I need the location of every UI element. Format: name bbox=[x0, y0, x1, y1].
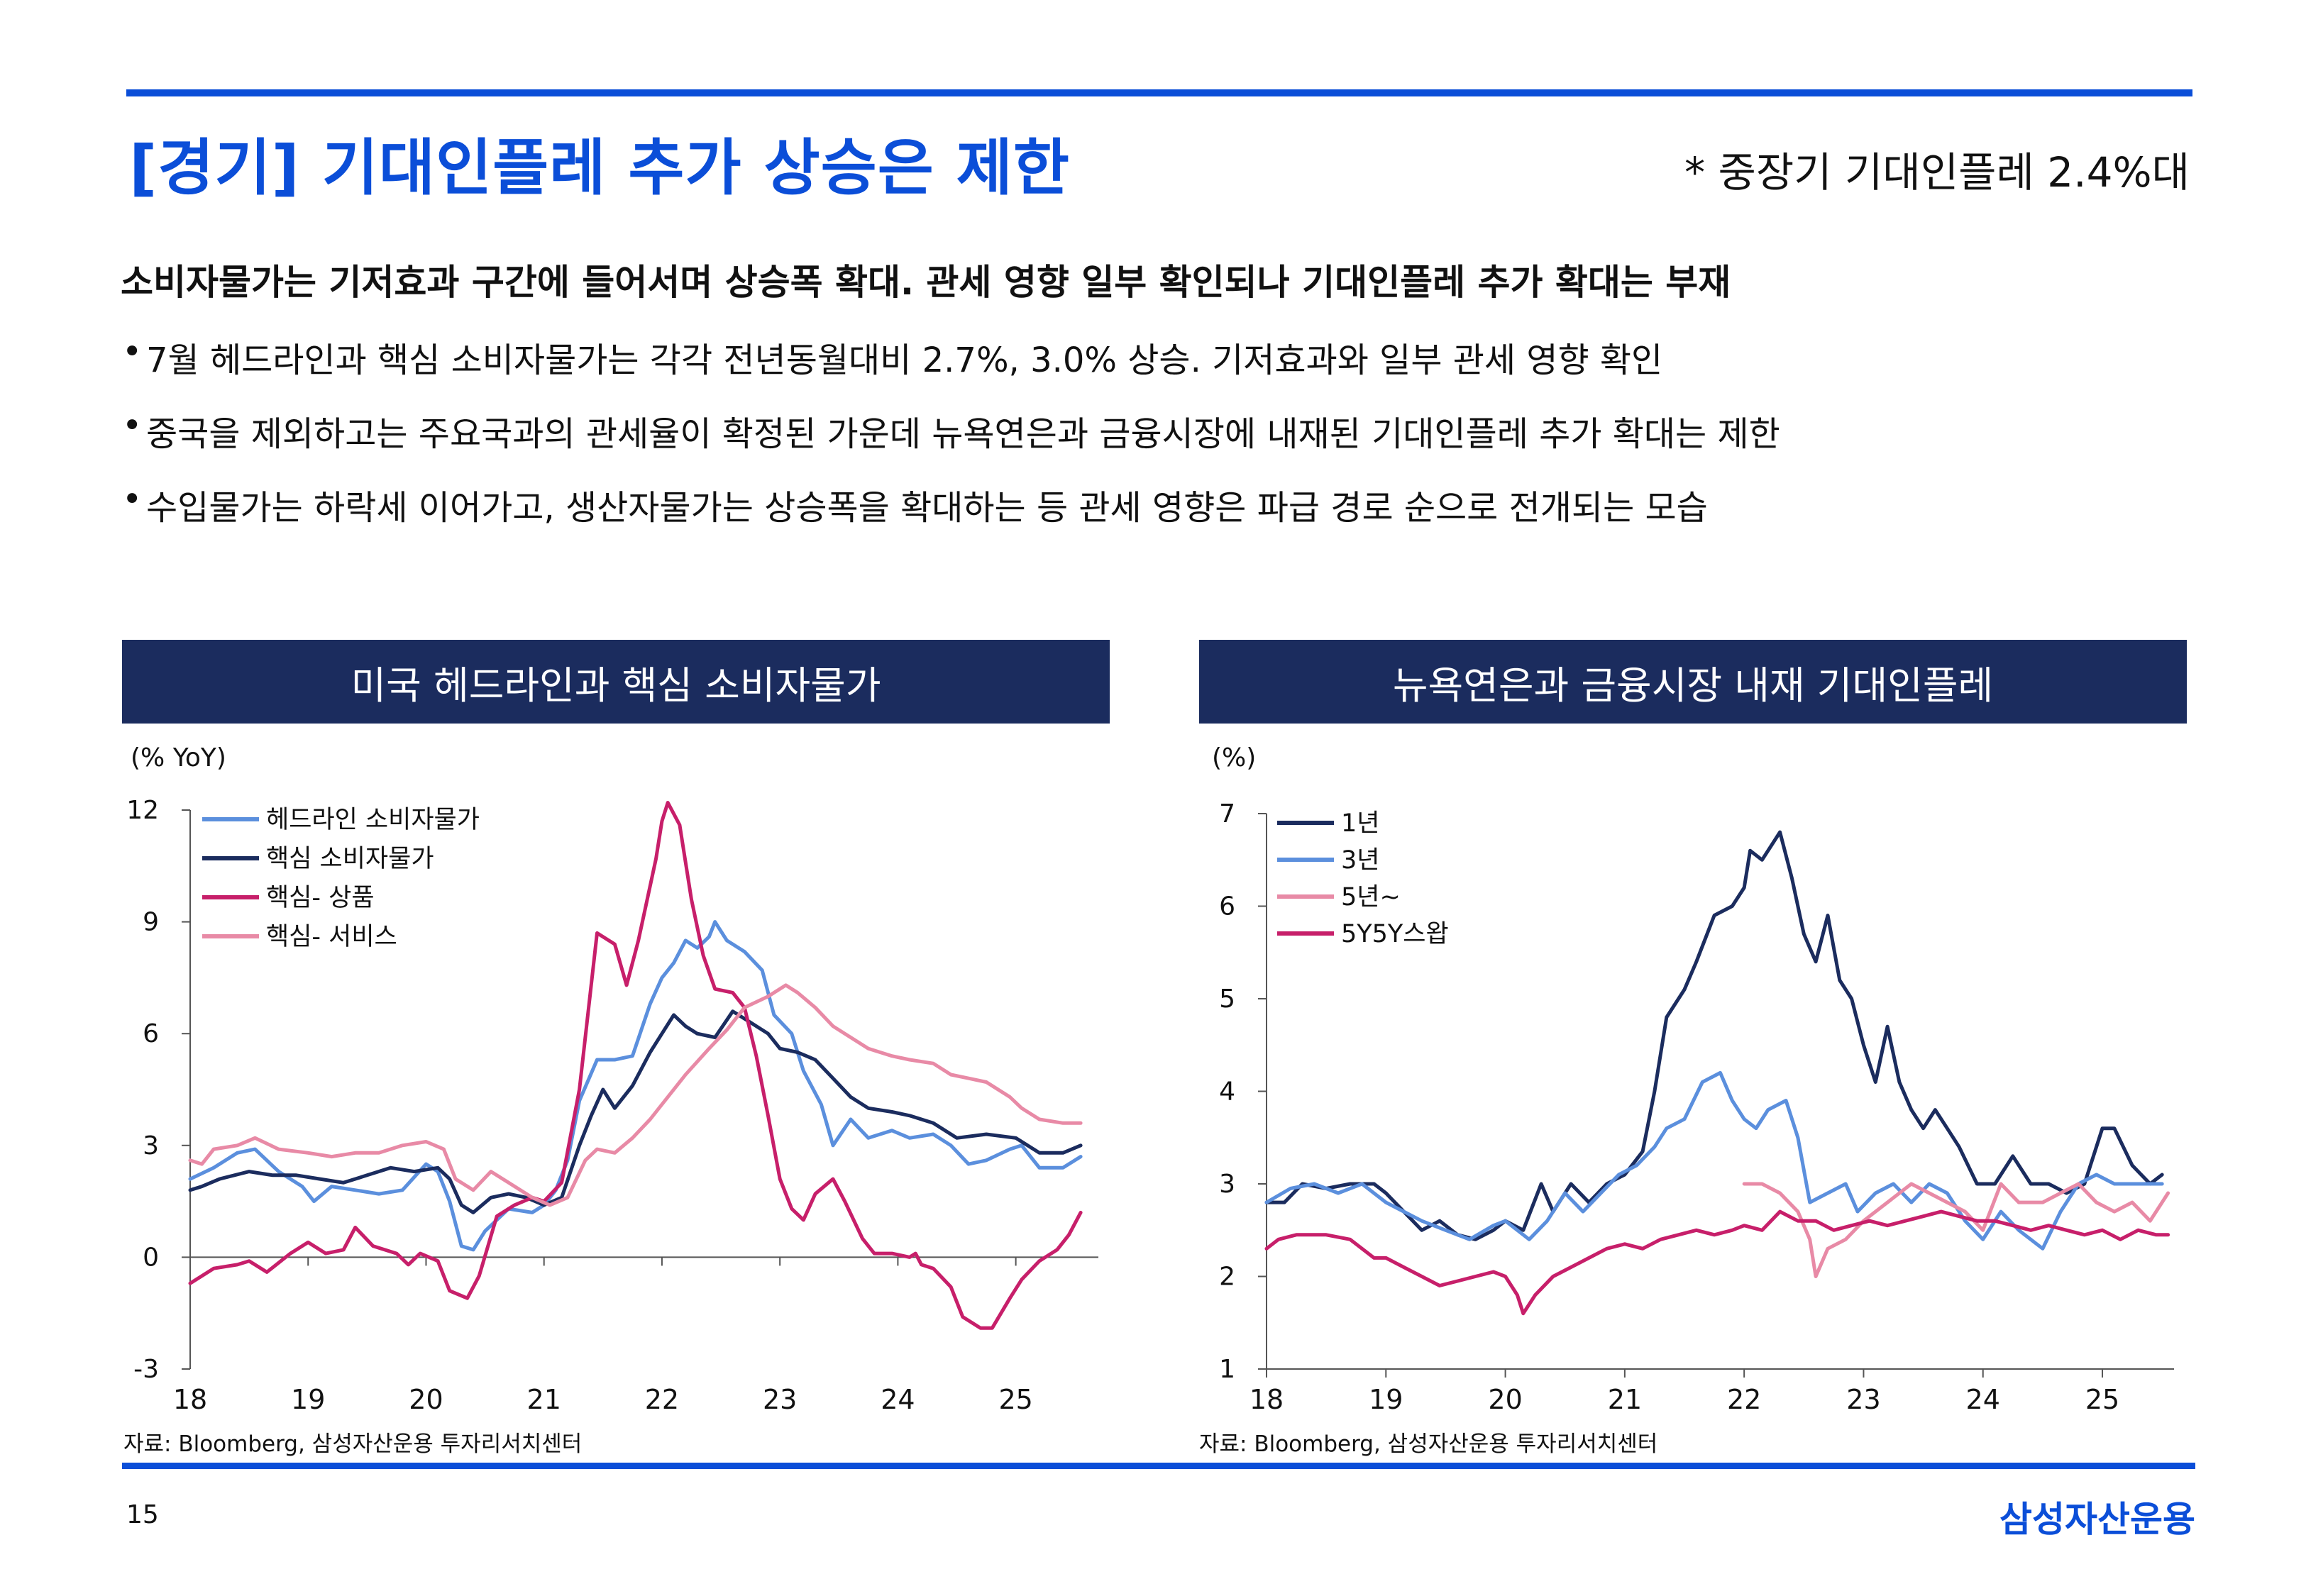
x-tick-label: 23 bbox=[763, 1384, 797, 1415]
series-line bbox=[1742, 1182, 2170, 1278]
y-tick-label: 12 bbox=[126, 796, 159, 825]
x-tick-label: 21 bbox=[1608, 1384, 1642, 1415]
x-tick-label: 24 bbox=[881, 1384, 915, 1415]
bullet-item: 중국을 제외하고는 주요국과의 관세율이 확정된 가운데 뉴욕연은과 금융시장에… bbox=[122, 406, 1780, 455]
y-tick-label: 9 bbox=[143, 908, 159, 937]
page-number: 15 bbox=[126, 1500, 159, 1529]
x-tick-label: 21 bbox=[527, 1384, 561, 1415]
x-tick-label: 24 bbox=[1966, 1384, 2000, 1415]
brand-logo: 삼성자산운용 bbox=[1999, 1499, 2195, 1540]
x-tick-label: 22 bbox=[1727, 1384, 1761, 1415]
y-tick-label: 4 bbox=[1219, 1077, 1235, 1107]
bullet-item: 수입물가는 하락세 이어가고, 생산자물가는 상승폭을 확대하는 등 관세 영향… bbox=[122, 480, 1708, 529]
bottom-rule bbox=[122, 1463, 2195, 1469]
top-rule bbox=[126, 89, 2192, 96]
chart-title-cpi: 미국 헤드라인과 핵심 소비자물가 bbox=[122, 640, 1110, 724]
legend-label: 헤드라인 소비자물가 bbox=[266, 806, 480, 834]
unit-label-expectations: (%) bbox=[1212, 743, 1257, 772]
unit-label-cpi: (% YoY) bbox=[131, 743, 226, 772]
y-tick-label: 7 bbox=[1219, 799, 1235, 829]
legend-label: 5년~ bbox=[1341, 883, 1401, 911]
bullet-item: 7월 헤드라인과 핵심 소비자물가는 각각 전년동월대비 2.7%, 3.0% … bbox=[122, 332, 1662, 382]
y-tick-label: 1 bbox=[1219, 1355, 1235, 1384]
y-tick-label: 3 bbox=[143, 1131, 159, 1160]
y-tick-label: 5 bbox=[1219, 985, 1235, 1014]
x-tick-label: 19 bbox=[291, 1384, 325, 1415]
legend-label: 5Y5Y스왑 bbox=[1341, 920, 1449, 948]
title-note: * 중장기 기대인플레 2.4%대 bbox=[1684, 148, 2190, 196]
series-line bbox=[1264, 830, 2164, 1241]
source-note-expectations: 자료: Bloomberg, 삼성자산운용 투자리서치센터 bbox=[1199, 1431, 1658, 1457]
series-line bbox=[188, 920, 1083, 1252]
y-tick-label: -3 bbox=[133, 1355, 159, 1384]
chart-title-expectations: 뉴욕연은과 금융시장 내재 기대인플레 bbox=[1199, 640, 2187, 724]
y-tick-label: 6 bbox=[143, 1019, 159, 1048]
y-tick-label: 0 bbox=[143, 1243, 159, 1272]
x-tick-label: 20 bbox=[1488, 1384, 1522, 1415]
x-tick-label: 22 bbox=[645, 1384, 679, 1415]
page-title: [경기] 기대인플레 추가 상승은 제한 bbox=[129, 133, 1071, 204]
legend-label: 1년 bbox=[1341, 809, 1379, 838]
x-tick-label: 23 bbox=[1846, 1384, 1880, 1415]
series-line bbox=[1264, 1209, 2170, 1316]
x-tick-label: 18 bbox=[173, 1384, 207, 1415]
legend-label: 핵심- 상품 bbox=[266, 884, 375, 912]
x-tick-label: 19 bbox=[1369, 1384, 1403, 1415]
source-note-cpi: 자료: Bloomberg, 삼성자산운용 투자리서치센터 bbox=[123, 1431, 583, 1457]
headline: 소비자물가는 기저효과 구간에 들어서며 상승폭 확대. 관세 영향 일부 확인… bbox=[121, 262, 1731, 303]
series-line bbox=[188, 801, 1083, 1330]
y-tick-label: 6 bbox=[1219, 892, 1235, 921]
legend-label: 핵심- 서비스 bbox=[266, 923, 397, 951]
y-tick-label: 2 bbox=[1219, 1263, 1235, 1292]
series-line bbox=[188, 983, 1083, 1207]
x-tick-label: 25 bbox=[2085, 1384, 2119, 1415]
y-tick-label: 3 bbox=[1219, 1170, 1235, 1199]
x-tick-label: 18 bbox=[1249, 1384, 1284, 1415]
x-tick-label: 25 bbox=[998, 1384, 1032, 1415]
legend-label: 3년 bbox=[1341, 846, 1379, 875]
series-line bbox=[1264, 1070, 2164, 1251]
x-tick-label: 20 bbox=[409, 1384, 443, 1415]
series-line bbox=[188, 1009, 1083, 1214]
legend-label: 핵심 소비자물가 bbox=[266, 845, 434, 873]
